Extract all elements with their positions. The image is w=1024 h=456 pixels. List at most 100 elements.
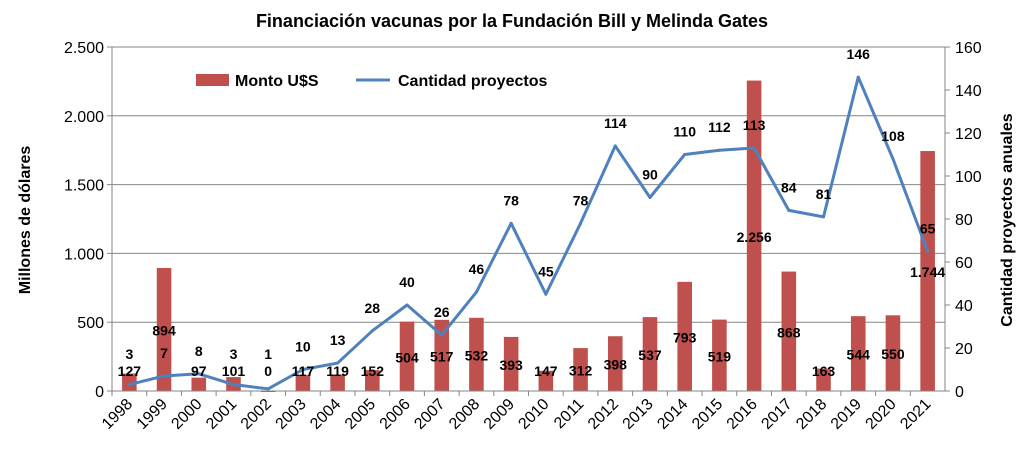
line-value-label: 40 xyxy=(399,274,415,290)
line-point xyxy=(752,146,756,150)
bar xyxy=(122,373,137,391)
bar-value-label: 550 xyxy=(881,346,905,362)
x-tick-label: 2010 xyxy=(515,396,552,433)
bar-value-label: 147 xyxy=(534,363,558,379)
bar xyxy=(677,281,692,391)
line-point xyxy=(405,303,409,307)
line-value-label: 10 xyxy=(295,339,311,355)
legend-line-label: Cantidad proyectos xyxy=(398,73,547,90)
bar xyxy=(503,336,519,391)
y2-tick-label: 140 xyxy=(955,83,982,100)
x-tick-label: 2000 xyxy=(168,396,205,433)
line-point xyxy=(509,221,513,225)
line-value-label: 46 xyxy=(469,261,485,277)
bar xyxy=(712,319,727,391)
x-tick-label: 2011 xyxy=(551,396,587,432)
x-tick-label: 2008 xyxy=(446,396,483,433)
line-value-label: 112 xyxy=(708,119,731,135)
line-value-label: 78 xyxy=(573,192,589,208)
x-tick-label: 2015 xyxy=(689,396,726,433)
x-tick-label: 2004 xyxy=(307,396,344,433)
bar-value-label: 532 xyxy=(465,347,489,363)
line-point xyxy=(162,374,166,378)
y-tick-label: 0 xyxy=(95,384,104,401)
x-tick-label: 2006 xyxy=(377,396,414,433)
y-axis-title: Millones de dólares xyxy=(17,146,34,295)
x-tick-label: 2017 xyxy=(758,396,795,433)
bar xyxy=(781,271,797,391)
x-tick-label: 2007 xyxy=(411,396,448,433)
legend: Monto U$S Cantidad proyectos xyxy=(196,73,547,90)
x-tick-label: 2016 xyxy=(724,396,761,433)
line-value-label: 146 xyxy=(847,46,871,62)
bar-value-label: 117 xyxy=(292,363,315,379)
bar-value-label: 312 xyxy=(569,363,593,379)
bar-value-label: 537 xyxy=(638,347,662,363)
line-value-label: 7 xyxy=(160,345,168,361)
y2-axis-title: Cantidad proyectos anuales xyxy=(999,113,1016,326)
line-value-label: 13 xyxy=(330,332,346,348)
chart-title: Financiación vacunas por la Fundación Bi… xyxy=(256,11,768,31)
bar-value-label: 119 xyxy=(326,363,349,379)
line-value-label: 114 xyxy=(604,115,627,131)
line-value-label: 84 xyxy=(781,179,797,195)
line-series xyxy=(127,75,930,391)
line-value-label: 81 xyxy=(816,186,832,202)
y-tick-label: 500 xyxy=(77,315,104,332)
y2-tick-label: 160 xyxy=(955,40,982,57)
line-value-label: 45 xyxy=(538,263,554,279)
y-tick-label: 2.500 xyxy=(64,40,104,57)
line-point xyxy=(787,208,791,212)
bar xyxy=(434,319,450,391)
bar xyxy=(746,80,762,391)
legend-bar-label: Monto U$S xyxy=(235,73,319,90)
line-value-label: 78 xyxy=(503,192,519,208)
bar xyxy=(538,370,554,391)
line-point xyxy=(544,292,548,296)
bar-value-label: 127 xyxy=(118,363,142,379)
line-value-label: 110 xyxy=(673,124,696,140)
line-point xyxy=(926,249,930,253)
x-tick-label: 2019 xyxy=(828,396,865,433)
line-point xyxy=(856,75,860,79)
bar xyxy=(920,151,935,391)
bar xyxy=(573,348,588,391)
x-tick-label: 2021 xyxy=(897,396,934,433)
bar-series xyxy=(122,80,935,392)
bar xyxy=(816,368,831,391)
gridlines xyxy=(112,46,945,323)
y-tick-label: 1.000 xyxy=(64,246,104,263)
line-point xyxy=(648,196,652,199)
bar xyxy=(295,374,311,391)
line-point xyxy=(266,387,270,391)
bar-value-label: 793 xyxy=(673,329,697,345)
line-point xyxy=(891,157,895,161)
y2-tick-label: 80 xyxy=(955,212,973,229)
bar xyxy=(399,321,415,391)
x-tick-label: 2013 xyxy=(620,396,657,433)
y2-tick-label: 120 xyxy=(955,126,982,143)
y2-tick-label: 60 xyxy=(955,255,973,272)
line-value-label: 8 xyxy=(195,343,203,359)
bar xyxy=(365,370,380,391)
bar xyxy=(156,267,172,391)
bar-value-label: 1.744 xyxy=(910,264,945,280)
bar xyxy=(330,374,345,391)
line-point xyxy=(579,221,583,225)
y-tick-label: 2.000 xyxy=(64,109,104,126)
x-tick-label: 2001 xyxy=(203,396,240,433)
line-value-label: 108 xyxy=(881,128,905,144)
bar-value-label: 0 xyxy=(264,363,272,379)
line-value-label: 113 xyxy=(743,117,766,133)
x-tick-label: 2003 xyxy=(273,396,310,433)
x-tick-label: 2012 xyxy=(585,396,622,433)
y2-tick-label: 100 xyxy=(955,169,982,186)
line-path xyxy=(128,75,930,391)
line-value-label: 90 xyxy=(642,167,658,183)
y2-tick-label: 20 xyxy=(955,341,973,358)
line-value-label: 65 xyxy=(920,220,936,236)
bar xyxy=(642,317,658,391)
line-point xyxy=(474,290,478,294)
